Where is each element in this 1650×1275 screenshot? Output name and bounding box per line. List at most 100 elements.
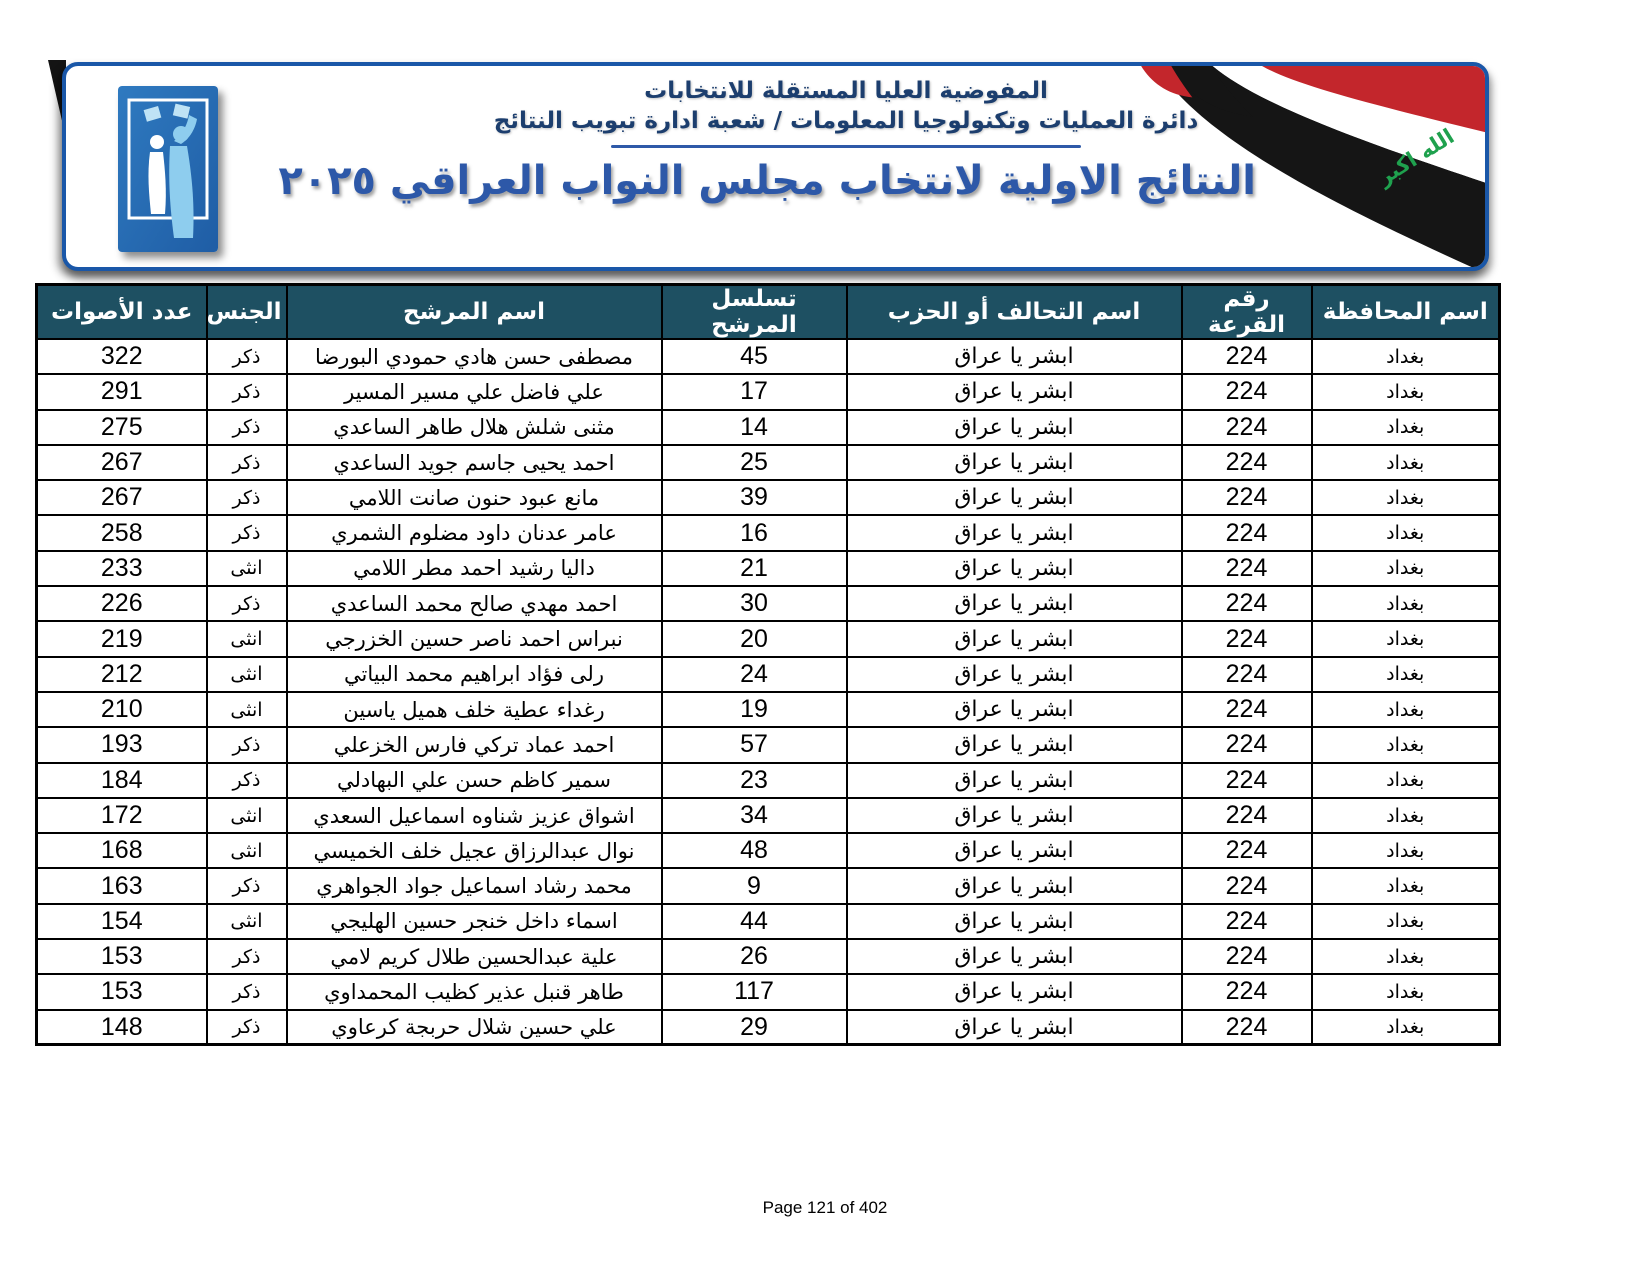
cell-name: علي حسين شلال حربجة كرعاوي (285, 1008, 663, 1046)
cell-votes: 153 (35, 938, 208, 976)
table-row: بغداد 224 ابشر يا عراق 23 سمير كاظم حسن علي … (35, 761, 1501, 799)
table-row: بغداد 224 ابشر يا عراق 44 اسماء داخل خنجر حس… (35, 902, 1501, 941)
cell-votes: 267 (35, 443, 208, 482)
table-row: بغداد 224 ابشر يا عراق 30 احمد مهدي صالح محم… (35, 585, 1501, 623)
table-row: بغداد 224 ابشر يا عراق 57 احمد عماد تركي فار… (35, 726, 1501, 764)
cell-governorate: بغداد (1310, 549, 1501, 588)
cell-governorate: بغداد (1310, 761, 1501, 799)
table-row: بغداد 224 ابشر يا عراق 19 رغداء عطية خلف همي… (35, 690, 1501, 729)
cell-gender: ذكر (205, 761, 288, 799)
cell-sequence: 9 (660, 867, 848, 905)
commission-name: المفوضية العليا المستقلة للانتخابات (644, 78, 1048, 104)
cell-sequence: 23 (660, 761, 848, 799)
cell-party: ابشر يا عراق (845, 832, 1183, 870)
cell-lottery: 224 (1180, 796, 1313, 835)
cell-name: عامر عدنان داود مضلوم الشمري (285, 514, 663, 552)
cell-governorate: بغداد (1310, 690, 1501, 729)
table-row: بغداد 224 ابشر يا عراق 26 علية عبدالحسين طلا… (35, 938, 1501, 976)
page-title: النتائج الاولية لانتخاب مجلس النواب العر… (278, 158, 1256, 204)
cell-party: ابشر يا عراق (845, 761, 1183, 799)
table-row: بغداد 224 ابشر يا عراق 45 مصطفى حسن هادي حمو… (35, 337, 1501, 376)
cell-governorate: بغداد (1310, 973, 1501, 1011)
title-divider (611, 145, 1081, 148)
cell-sequence: 39 (660, 479, 848, 517)
cell-votes: 219 (35, 620, 208, 658)
cell-gender: انثى (205, 902, 288, 941)
table-row: بغداد 224 ابشر يا عراق 34 اشواق عزيز شناوه ا… (35, 796, 1501, 835)
cell-party: ابشر يا عراق (845, 1008, 1183, 1046)
cell-sequence: 29 (660, 1008, 848, 1046)
cell-lottery: 224 (1180, 514, 1313, 552)
cell-sequence: 30 (660, 585, 848, 623)
cell-gender: ذكر (205, 726, 288, 764)
cell-gender: انثى (205, 620, 288, 658)
cell-governorate: بغداد (1310, 796, 1501, 835)
cell-votes: 291 (35, 373, 208, 411)
cell-votes: 267 (35, 479, 208, 517)
cell-gender: ذكر (205, 373, 288, 411)
table-row: بغداد 224 ابشر يا عراق 117 طاهر قنبل عذير كظ… (35, 973, 1501, 1011)
cell-name: نبراس احمد ناصر حسين الخزرجي (285, 620, 663, 658)
cell-sequence: 16 (660, 514, 848, 552)
cell-gender: ذكر (205, 973, 288, 1011)
cell-sequence: 21 (660, 549, 848, 588)
cell-sequence: 48 (660, 832, 848, 870)
cell-sequence: 45 (660, 337, 848, 376)
cell-gender: ذكر (205, 443, 288, 482)
department-name: دائرة العمليات وتكنولوجيا المعلومات / شع… (493, 108, 1199, 134)
cell-party: ابشر يا عراق (845, 443, 1183, 482)
results-table: اسم المحافظة رقم القرعة اسم التحالف أو ا… (35, 283, 1501, 1047)
table-row: بغداد 224 ابشر يا عراق 24 رلى فؤاد ابراهيم م… (35, 655, 1501, 693)
cell-governorate: بغداد (1310, 867, 1501, 905)
cell-lottery: 224 (1180, 408, 1313, 446)
cell-party: ابشر يا عراق (845, 726, 1183, 764)
cell-name: محمد رشاد اسماعيل جواد الجواهري (285, 867, 663, 905)
cell-party: ابشر يا عراق (845, 690, 1183, 729)
col-header-party: اسم التحالف أو الحزب (845, 283, 1183, 340)
cell-sequence: 20 (660, 620, 848, 658)
table-row: بغداد 224 ابشر يا عراق 14 مثنى شلش هلال طاهر… (35, 408, 1501, 446)
cell-votes: 233 (35, 549, 208, 588)
cell-party: ابشر يا عراق (845, 655, 1183, 693)
table-header-row: اسم المحافظة رقم القرعة اسم التحالف أو ا… (35, 283, 1501, 340)
cell-gender: ذكر (205, 337, 288, 376)
header-banner: المفوضية العليا المستقلة للانتخابات دائر… (62, 62, 1489, 271)
cell-votes: 258 (35, 514, 208, 552)
cell-lottery: 224 (1180, 337, 1313, 376)
cell-sequence: 17 (660, 373, 848, 411)
cell-gender: انثى (205, 796, 288, 835)
cell-name: داليا رشيد احمد مطر اللامي (285, 549, 663, 588)
cell-name: اشواق عزيز شناوه اسماعيل السعدي (285, 796, 663, 835)
cell-governorate: بغداد (1310, 408, 1501, 446)
cell-lottery: 224 (1180, 938, 1313, 976)
cell-lottery: 224 (1180, 902, 1313, 941)
cell-party: ابشر يا عراق (845, 373, 1183, 411)
table-row: بغداد 224 ابشر يا عراق 39 مانع عبود حنون صان… (35, 479, 1501, 517)
cell-name: مثنى شلش هلال طاهر الساعدي (285, 408, 663, 446)
cell-votes: 212 (35, 655, 208, 693)
cell-governorate: بغداد (1310, 620, 1501, 658)
table-row: بغداد 224 ابشر يا عراق 29 علي حسين شلال حربج… (35, 1008, 1501, 1046)
cell-gender: ذكر (205, 938, 288, 976)
cell-party: ابشر يا عراق (845, 408, 1183, 446)
cell-lottery: 224 (1180, 867, 1313, 905)
cell-party: ابشر يا عراق (845, 514, 1183, 552)
cell-lottery: 224 (1180, 761, 1313, 799)
col-header-lottery-number: رقم القرعة (1180, 283, 1313, 340)
table-row: بغداد 224 ابشر يا عراق 25 احمد يحيى جاسم جوي… (35, 443, 1501, 482)
cell-sequence: 24 (660, 655, 848, 693)
page-footer: Page 121 of 402 (762, 1198, 888, 1217)
cell-governorate: بغداد (1310, 832, 1501, 870)
cell-name: نوال عبدالرزاق عجيل خلف الخميسي (285, 832, 663, 870)
cell-gender: ذكر (205, 408, 288, 446)
cell-name: مصطفى حسن هادي حمودي البورضا (285, 337, 663, 376)
cell-lottery: 224 (1180, 620, 1313, 658)
banner-text-block: المفوضية العليا المستقلة للانتخابات دائر… (278, 76, 1256, 210)
results-table-body: بغداد 224 ابشر يا عراق 45 مصطفى حسن هادي حمو… (35, 337, 1501, 1046)
cell-party: ابشر يا عراق (845, 549, 1183, 588)
cell-name: علي فاضل علي مسير المسير (285, 373, 663, 411)
table-row: بغداد 224 ابشر يا عراق 48 نوال عبدالرزاق عجي… (35, 832, 1501, 870)
cell-governorate: بغداد (1310, 514, 1501, 552)
cell-votes: 275 (35, 408, 208, 446)
cell-party: ابشر يا عراق (845, 867, 1183, 905)
